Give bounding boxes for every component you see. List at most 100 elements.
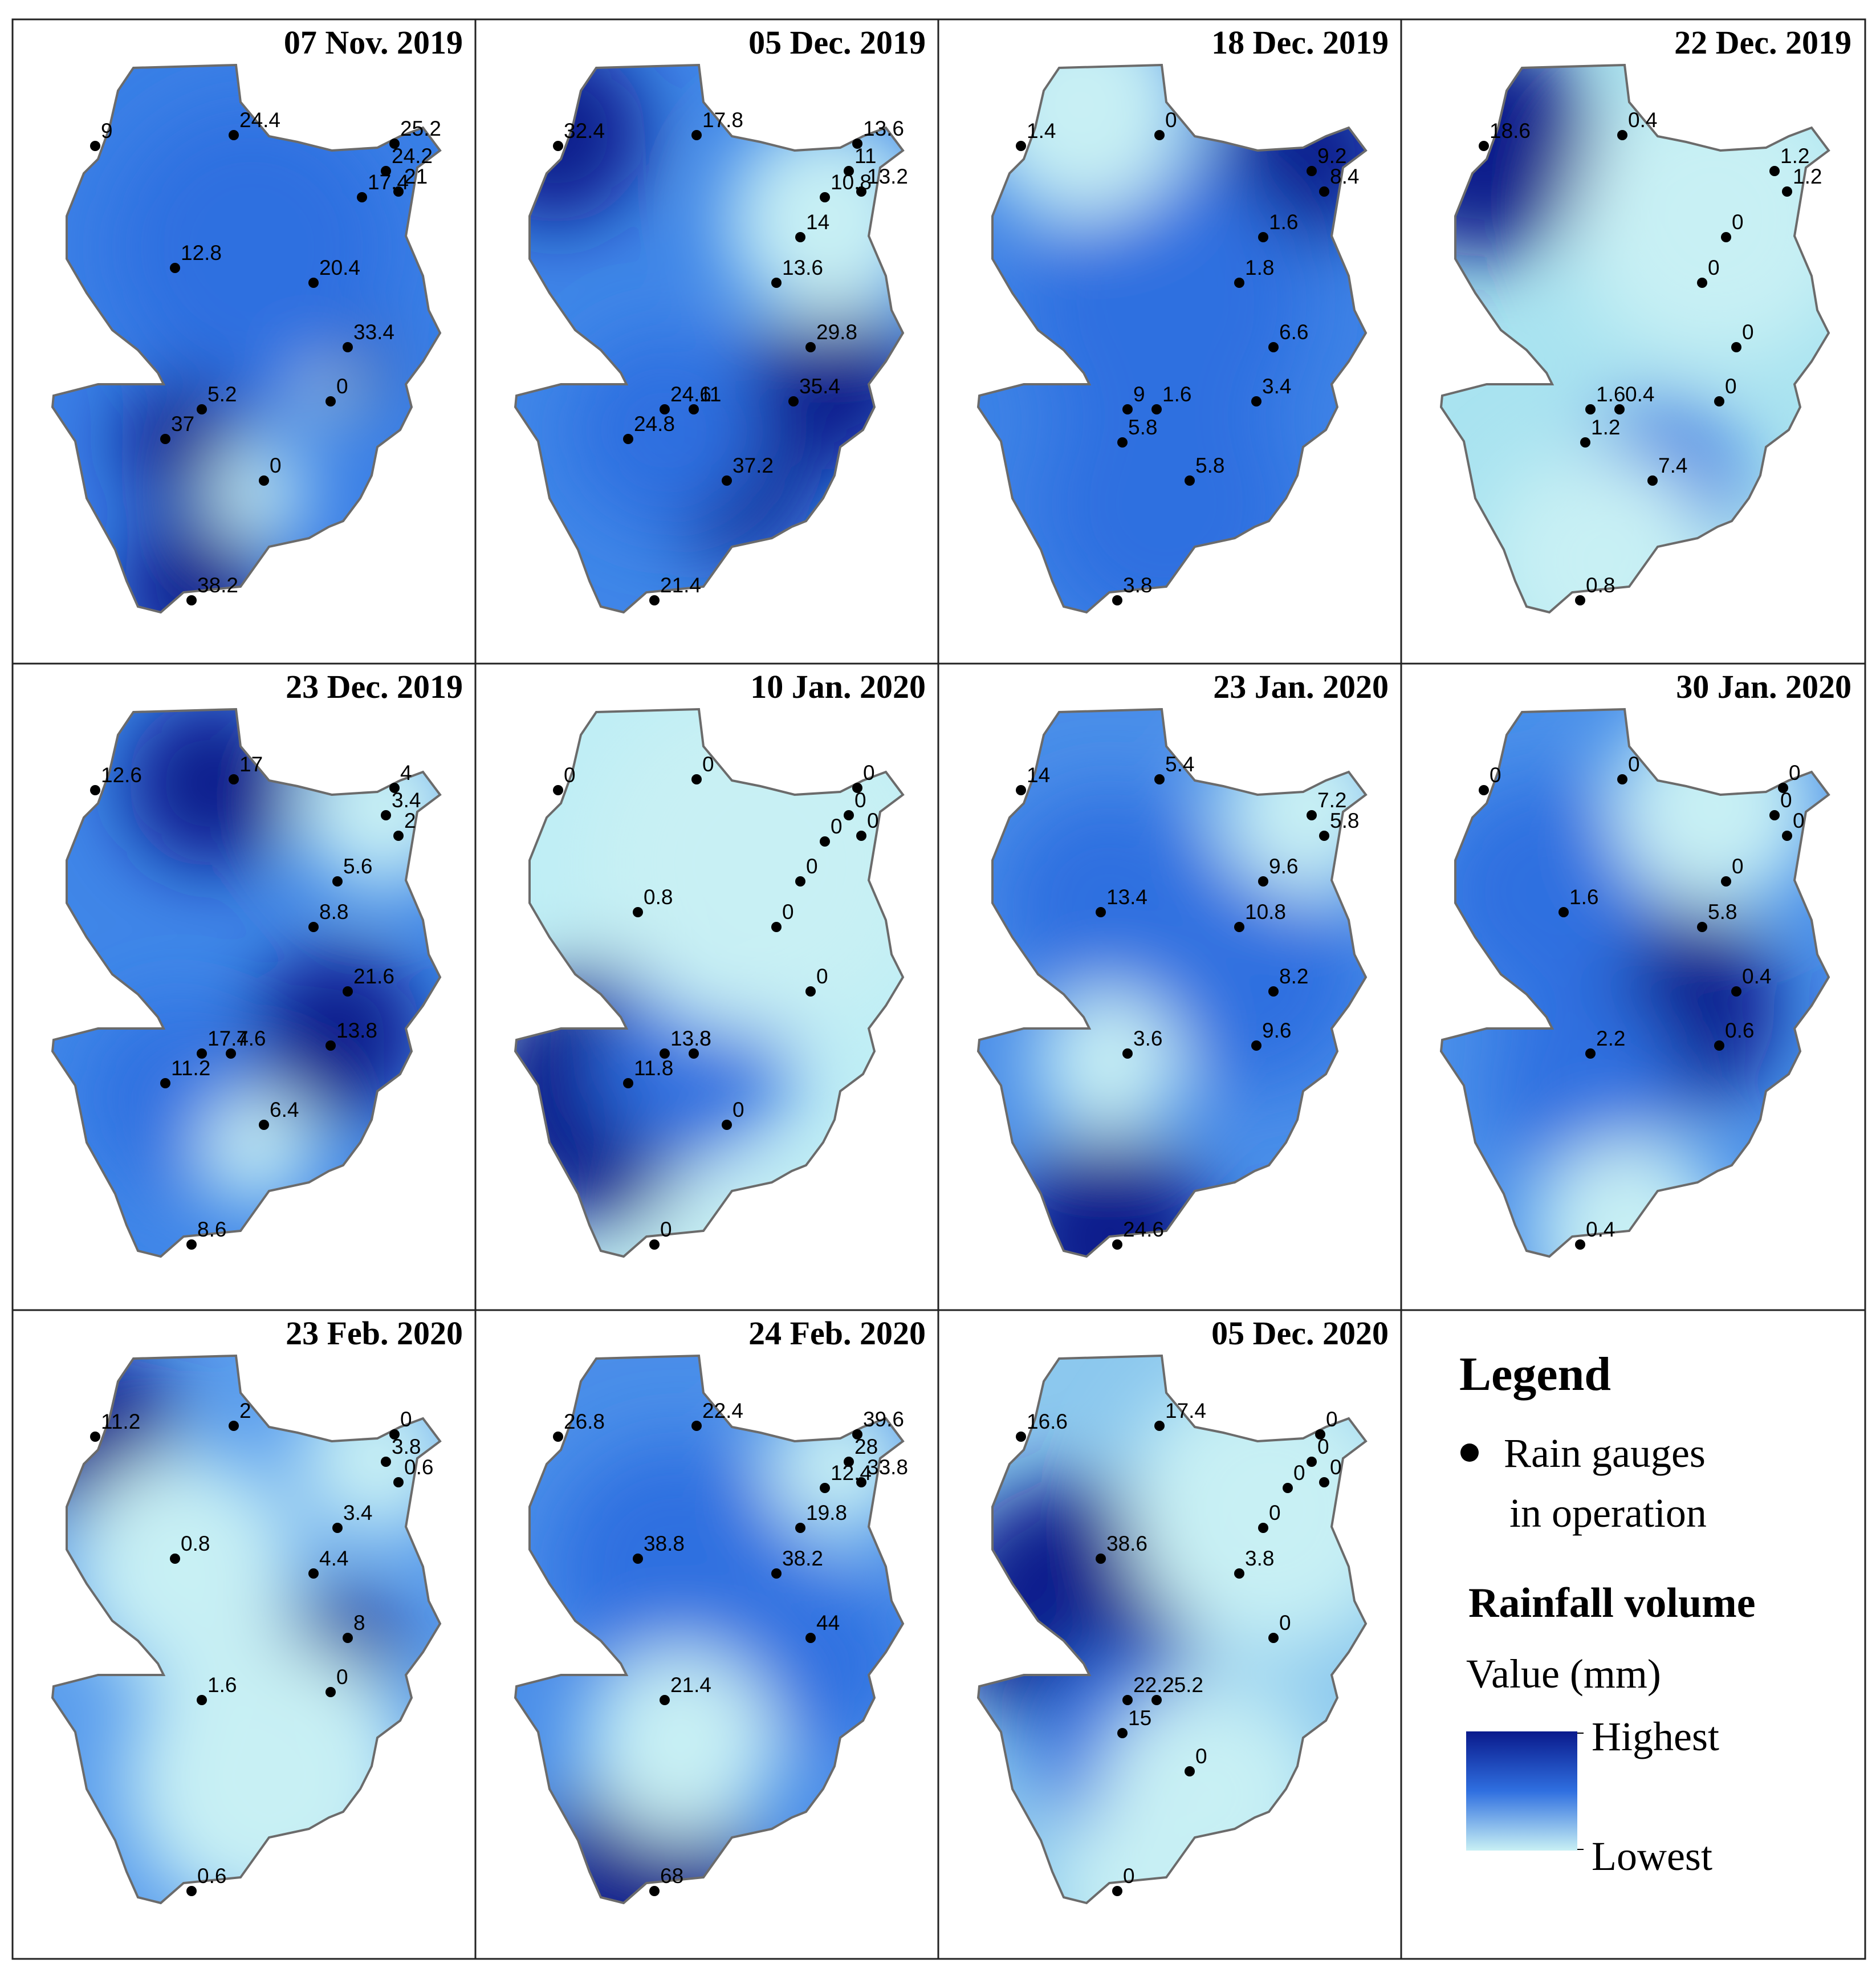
rain-gauge-value: 1.6 (1269, 210, 1298, 234)
rain-gauge-value: 10.8 (1245, 900, 1286, 924)
rain-gauge-value: 11 (699, 383, 721, 406)
rain-gauge-dot (844, 166, 854, 176)
intensity-blob (252, 949, 423, 1120)
rain-gauge-value: 13.6 (863, 117, 904, 140)
rain-gauge-value: 17.4 (368, 170, 409, 194)
intensity-blob (1138, 863, 1366, 1091)
rain-gauge-dot (1112, 1886, 1122, 1896)
rain-gauge-dot (1479, 785, 1489, 795)
rain-gauge-value: 14 (806, 210, 829, 234)
rain-gauge-dot (856, 1477, 866, 1487)
rain-gauge-dot (1769, 810, 1780, 820)
rain-gauge-dot (90, 1432, 100, 1442)
rain-gauge-dot (1283, 1483, 1293, 1493)
rain-gauge-value: 0 (1165, 108, 1177, 132)
basin-outline (514, 707, 905, 1258)
rain-gauge-dot (1096, 1554, 1106, 1564)
rain-gauge-dot (820, 192, 830, 202)
rain-gauge-value: 2.2 (1596, 1027, 1625, 1050)
rain-gauge-value: 0 (831, 815, 843, 838)
rain-gauge-value: 0 (1780, 788, 1792, 812)
rain-gauge-value: 5.8 (1708, 900, 1737, 924)
basin-outline (51, 1354, 442, 1905)
rain-gauge-value: 9.2 (1317, 144, 1346, 168)
rain-gauge-dot (325, 1040, 336, 1051)
rain-gauge-value: 3.8 (392, 1435, 421, 1458)
rain-gauge-value: 4.4 (319, 1547, 348, 1570)
rain-gauge-dot (689, 1048, 699, 1059)
rain-gauge-value: 11.8 (634, 1056, 673, 1080)
rain-gauge-value: 24.8 (634, 412, 675, 436)
rain-gauge-value: 0 (806, 855, 818, 878)
rain-gauge-dot (197, 404, 207, 414)
rain-gauge-value: 0 (1330, 1455, 1342, 1479)
intensity-blob (1024, 162, 1309, 447)
rain-gauge-dot (1307, 1457, 1317, 1467)
basin-outline (976, 707, 1368, 1258)
rain-gauge-dot (1016, 141, 1026, 151)
rain-gauge-dot (1479, 141, 1489, 151)
rain-gauge-value: 29.8 (816, 320, 857, 344)
rain-gauge-dot (1151, 1695, 1162, 1705)
rain-gauge-value: 8.4 (1330, 165, 1359, 188)
legend-highest-label: Highest (1592, 1714, 1719, 1759)
rain-gauge-dot (852, 783, 862, 793)
rain-gauge-value: 22.2 (1133, 1673, 1174, 1697)
basin-outline (514, 1354, 905, 1905)
rain-gauge-dot (1697, 278, 1707, 288)
legend: Legend Rain gauges in operation Rainfall… (1459, 1348, 1756, 1879)
rain-gauge-dot (1112, 1239, 1122, 1250)
rain-gauge-dot (660, 404, 670, 414)
rain-gauge-value: 1.2 (1793, 165, 1822, 188)
rain-gauge-dot (795, 876, 805, 887)
rain-gauge-dot (1585, 1048, 1596, 1059)
rain-gauge-value: 0 (1789, 761, 1801, 784)
rain-gauge-value: 0 (1279, 1611, 1291, 1634)
rain-gauge-dot (1778, 783, 1788, 793)
rain-gauge-dot (1268, 986, 1279, 997)
rain-gauge-value: 0 (1708, 256, 1720, 279)
rain-gauge-dot (788, 396, 799, 406)
rain-gauge-dot (660, 1048, 670, 1059)
rain-gauge-value: 25.2 (1162, 1673, 1203, 1697)
rainfall-surface (52, 709, 440, 1257)
rain-gauge-dot (1251, 1040, 1261, 1051)
rain-gauge-value: 68 (660, 1864, 683, 1888)
intensity-blob (550, 1441, 800, 1692)
rain-gauge-value: 14 (1027, 763, 1050, 787)
rain-gauge-dot (1096, 907, 1106, 917)
rain-gauge-value: 1.6 (1596, 383, 1625, 406)
rain-gauge-dot (381, 1457, 391, 1467)
intensity-blob (1035, 373, 1297, 612)
rain-gauge-dot (856, 831, 866, 841)
rain-gauge-value: 1.6 (207, 1673, 237, 1697)
rain-gauge-dot (771, 922, 782, 932)
rain-gauge-dot (1585, 404, 1596, 414)
rain-gauge-value: 18.6 (1490, 119, 1531, 143)
rain-gauge-dot (1714, 396, 1724, 406)
rain-gauge-dot (1575, 595, 1585, 605)
rain-gauge-dot (1731, 342, 1741, 352)
rain-gauge-dot (393, 1477, 404, 1487)
rain-gauge-value: 0 (1326, 1408, 1338, 1431)
rain-gauge-dot (160, 1078, 170, 1088)
rain-gauge-value: 0 (863, 761, 875, 784)
intensity-blob (201, 1091, 315, 1205)
panel-date-title: 24 Feb. 2020 (748, 1315, 926, 1352)
rain-gauge-value: 9.6 (1269, 855, 1298, 878)
rain-gauge-dot (229, 774, 239, 784)
rain-gauge-value: 9 (101, 119, 113, 143)
rain-gauge-value: 0.4 (1586, 1218, 1615, 1241)
rain-gauge-value: 0 (1317, 1435, 1329, 1458)
rain-gauge-value: 11 (854, 144, 876, 168)
intensity-blob (1035, 989, 1183, 1137)
rain-gauge-dot (393, 186, 404, 197)
rain-gauge-dot (325, 396, 336, 406)
rain-gauge-dot (229, 130, 239, 140)
basin-outline (51, 707, 442, 1258)
